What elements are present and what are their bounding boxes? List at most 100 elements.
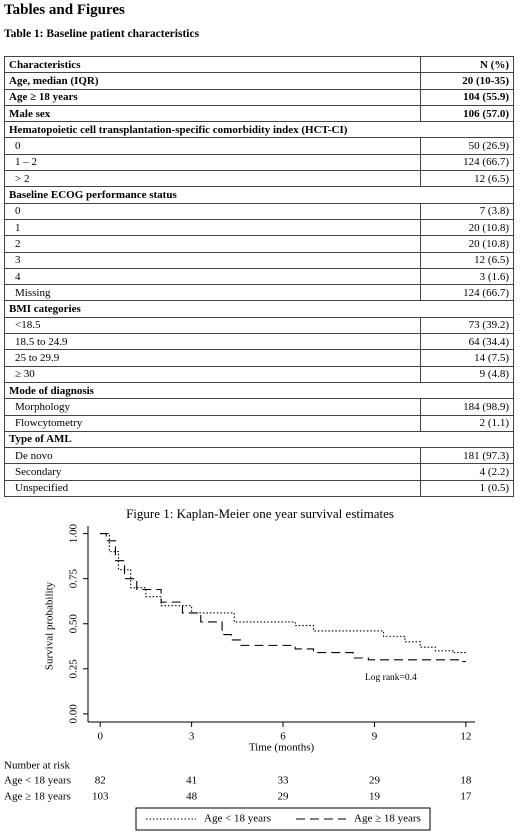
table-row: 25 to 29.9 14 (7.5) xyxy=(4,349,514,367)
table-row: Mode of diagnosis xyxy=(4,381,514,400)
risk-value: 29 xyxy=(369,775,381,787)
table-cell: 104 (55.9) xyxy=(420,88,514,106)
table-cell: 1 xyxy=(4,218,421,237)
table-cell: Unspecified xyxy=(4,479,421,498)
table-row: 18.5 to 24.9 64 (34.4) xyxy=(4,333,514,351)
risk-value: 48 xyxy=(186,791,198,803)
table-cell: 64 (34.4) xyxy=(420,333,514,351)
table-cell: Morphology xyxy=(4,398,421,416)
x-tick-label: 3 xyxy=(189,731,195,743)
y-tick-label: 1.00 xyxy=(68,523,80,543)
x-axis-label: Time (months) xyxy=(249,742,315,754)
table-cell: 3 (1.6) xyxy=(420,267,514,286)
table-cell: 18.5 to 24.9 xyxy=(4,333,421,351)
table-cell: 2 xyxy=(4,235,421,253)
table-row: 3 12 (6.5) xyxy=(4,251,514,269)
legend-box xyxy=(135,807,431,831)
risk-label: Age ≥ 18 years xyxy=(4,791,71,803)
table-row: Morphology 184 (98.9) xyxy=(4,398,514,416)
table-row: Baseline ECOG performance status xyxy=(4,186,514,204)
table-cell: 20 (10.8) xyxy=(420,235,514,253)
table-row: BMI categories xyxy=(4,300,514,318)
table-row: Age ≥ 18 years 104 (55.9) xyxy=(4,88,514,106)
table-row: Flowcytometry 2 (1.1) xyxy=(4,414,514,432)
table-cell: Missing xyxy=(4,284,421,302)
table-cell: 0 xyxy=(4,202,421,220)
table-row: 1 – 2 124 (66.7) xyxy=(4,153,514,172)
table-row: Type of AML xyxy=(4,430,514,449)
table-cell: 2 (1.1) xyxy=(420,414,514,432)
table-row: Male sex 106 (57.0) xyxy=(4,104,514,123)
table-row: 2 20 (10.8) xyxy=(4,235,514,253)
table-cell: 50 (26.9) xyxy=(420,137,514,155)
table-cell: De novo xyxy=(4,447,421,465)
table-cell: Baseline ECOG performance status xyxy=(4,186,514,204)
y-tick-label: 0.25 xyxy=(68,659,80,679)
figure: Figure 1: Kaplan-Meier one year survival… xyxy=(4,506,475,831)
x-tick-label: 0 xyxy=(97,731,103,743)
table-cell: 1 (0.5) xyxy=(420,479,514,498)
risk-value: 82 xyxy=(95,775,106,787)
table-row: Unspecified 1 (0.5) xyxy=(4,479,514,498)
legend-label: Age < 18 years xyxy=(204,813,271,825)
table-cell: Male sex xyxy=(4,104,421,123)
table-cell: 12 (6.5) xyxy=(420,251,514,269)
table-cell: ≥ 30 xyxy=(4,365,421,383)
table-cell: 184 (98.9) xyxy=(420,398,514,416)
x-tick-label: 6 xyxy=(280,731,286,743)
risk-value: 18 xyxy=(460,775,472,787)
table-cell: Secondary xyxy=(4,463,421,481)
table-cell: 20 (10.8) xyxy=(420,218,514,237)
risk-label: Age < 18 years xyxy=(4,775,71,787)
table-cell: 73 (39.2) xyxy=(420,316,514,335)
table: Characteristics N (%) Age, median (IQR) 20 … xyxy=(4,55,514,498)
table-cell: 14 (7.5) xyxy=(420,349,514,367)
table-cell: 124 (66.7) xyxy=(420,153,514,172)
table-cell: 4 (2.2) xyxy=(420,463,514,481)
table-cell: Age, median (IQR) xyxy=(4,72,421,90)
page-title: Tables and Figures xyxy=(4,2,125,18)
table-cell: 4 xyxy=(4,267,421,286)
table-cell: 1 – 2 xyxy=(4,153,421,172)
risk-title: Number at risk xyxy=(4,760,70,772)
table-cell: Type of AML xyxy=(4,430,514,449)
risk-value: 19 xyxy=(369,791,381,803)
survival-curve xyxy=(100,533,466,654)
y-tick-label: 0.75 xyxy=(68,569,80,589)
y-tick-label: 0.00 xyxy=(68,704,80,724)
survival-curve xyxy=(100,533,466,663)
table-cell: 181 (97.3) xyxy=(420,447,514,465)
x-tick-label: 12 xyxy=(460,731,471,743)
table-row: Missing 124 (66.7) xyxy=(4,284,514,302)
table-row: <18.5 73 (39.2) xyxy=(4,316,514,335)
table-row: > 2 12 (6.5) xyxy=(4,170,514,188)
table-cell: 25 to 29.9 xyxy=(4,349,421,367)
risk-value: 17 xyxy=(460,791,472,803)
table-cell: 3 xyxy=(4,251,421,269)
table-cell: Flowcytometry xyxy=(4,414,421,432)
table-cell: 124 (66.7) xyxy=(420,284,514,302)
table-cell: Hematopoietic cell transplantation-speci… xyxy=(4,121,514,139)
table-cell: 20 (10-35) xyxy=(420,72,514,90)
table-cell: > 2 xyxy=(4,170,421,188)
table-row: Hematopoietic cell transplantation-speci… xyxy=(4,121,514,139)
table-cell: BMI categories xyxy=(4,300,514,318)
table-cell: 9 (4.8) xyxy=(420,365,514,383)
y-axis-label: Survival probability xyxy=(44,581,56,670)
table-cell: Characteristics xyxy=(4,55,421,74)
table-cell: Mode of diagnosis xyxy=(4,381,514,400)
table-cell: Age ≥ 18 years xyxy=(4,88,421,106)
y-tick-label: 0.50 xyxy=(68,614,80,634)
table-row: De novo 181 (97.3) xyxy=(4,447,514,465)
table-row: Secondary 4 (2.2) xyxy=(4,463,514,481)
table-row: Age, median (IQR) 20 (10-35) xyxy=(4,72,514,90)
table-row: ≥ 30 9 (4.8) xyxy=(4,365,514,383)
table-cell: 7 (3.8) xyxy=(420,202,514,220)
risk-value: 33 xyxy=(278,775,290,787)
table-row: 0 50 (26.9) xyxy=(4,137,514,155)
table-caption: Table 1: Baseline patient characteristic… xyxy=(4,28,200,40)
table-cell: 0 xyxy=(4,137,421,155)
legend-label: Age ≥ 18 years xyxy=(354,813,421,825)
x-tick-label: 9 xyxy=(372,731,378,743)
